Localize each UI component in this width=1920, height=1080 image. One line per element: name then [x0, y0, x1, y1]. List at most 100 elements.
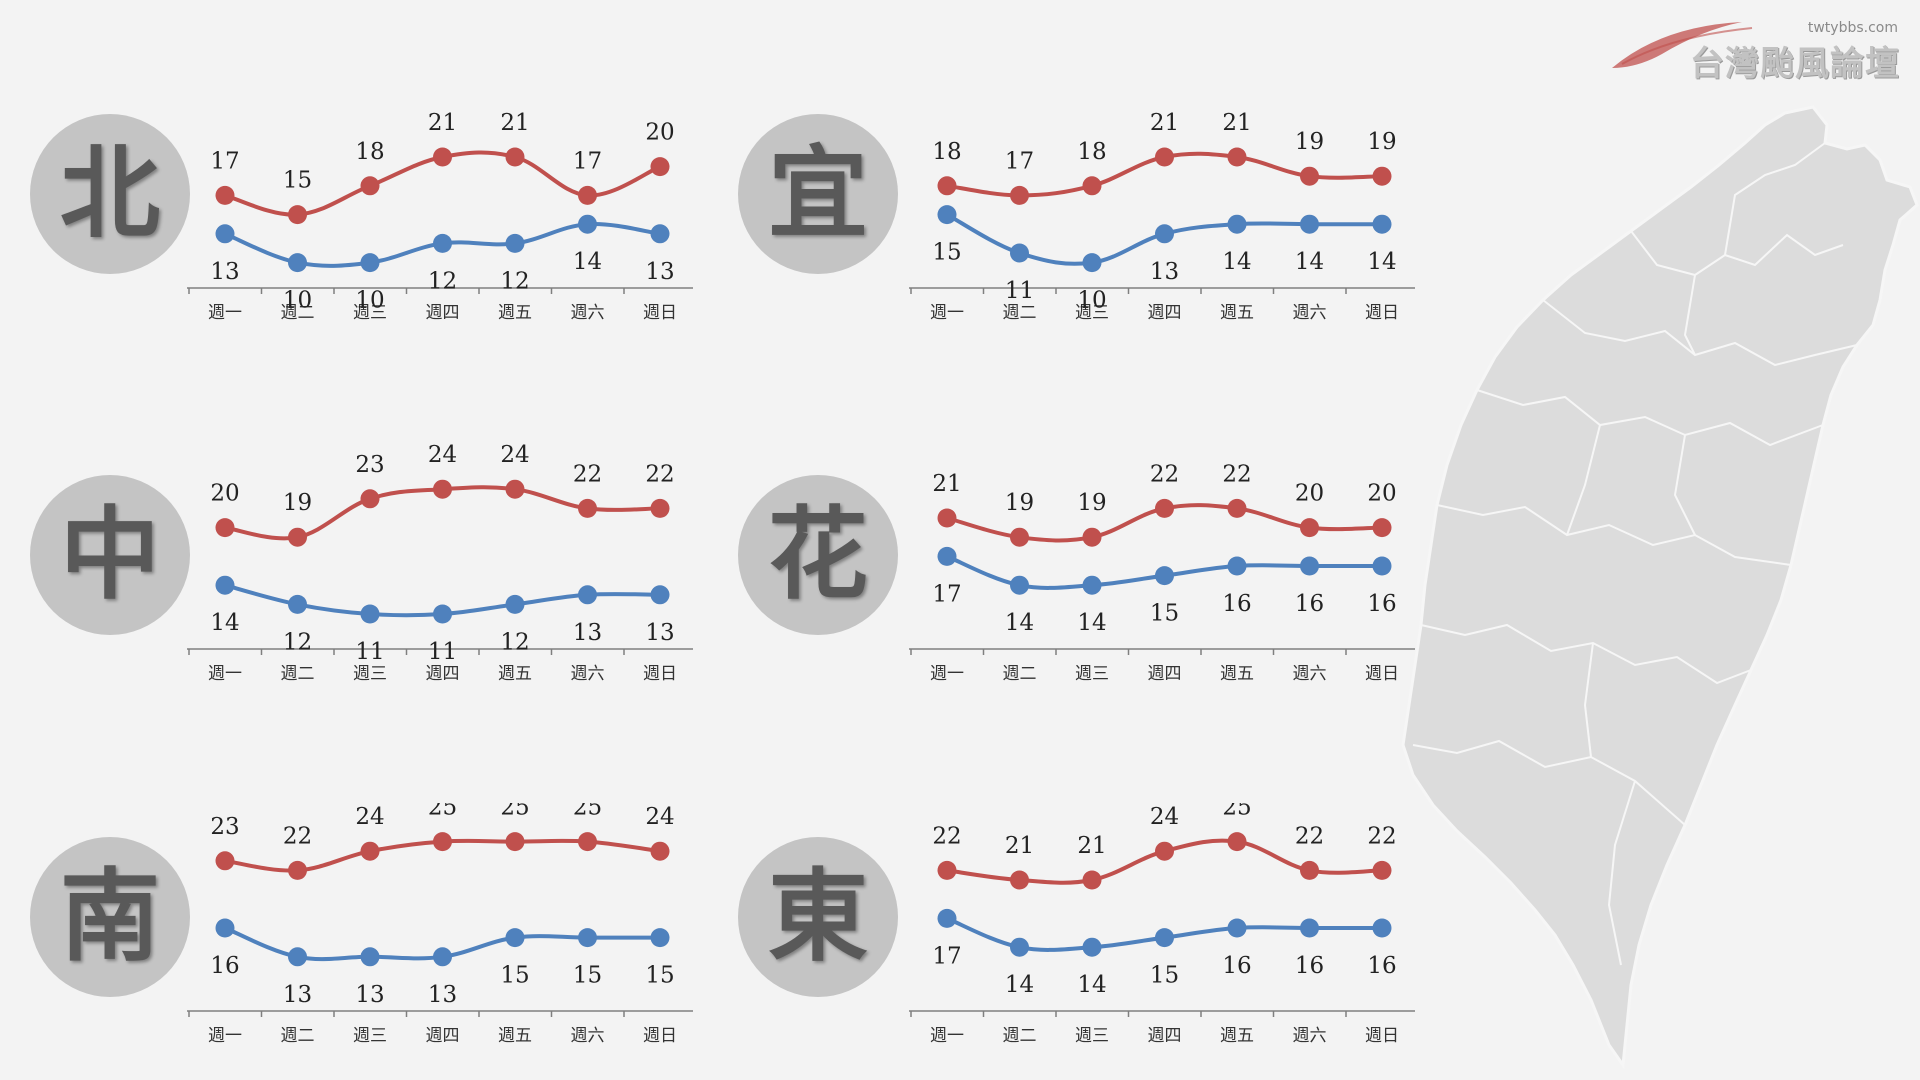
data-label-high: 22 — [932, 823, 961, 849]
data-label-high: 20 — [645, 120, 674, 146]
data-point-high — [937, 860, 957, 880]
data-point-low — [937, 546, 957, 566]
data-point-low — [215, 575, 235, 595]
x-tick-label: 週五 — [498, 1026, 532, 1046]
data-point-low — [1300, 556, 1319, 576]
data-point-low — [360, 253, 380, 273]
data-label-high: 15 — [283, 168, 312, 194]
data-point-low — [360, 947, 380, 967]
data-point-low — [1155, 928, 1174, 948]
data-point-low — [1300, 918, 1319, 938]
data-label-low: 16 — [1367, 591, 1396, 617]
data-label-low: 14 — [210, 610, 239, 636]
data-label-low: 15 — [1150, 601, 1179, 627]
x-tick-label: 週三 — [353, 303, 387, 323]
data-point-high — [1372, 860, 1392, 880]
data-point-high — [215, 185, 235, 205]
data-point-low — [505, 594, 525, 614]
x-tick-label: 週二 — [281, 664, 315, 684]
data-label-low: 14 — [1005, 610, 1034, 636]
data-point-high — [1155, 147, 1174, 167]
x-tick-label: 週二 — [281, 1026, 315, 1046]
data-point-low — [433, 947, 452, 967]
data-point-low — [1372, 918, 1392, 938]
region-badge-panel-6: 東 — [738, 837, 898, 997]
region-badge-panel-4: 花 — [738, 475, 898, 635]
x-tick-label: 週三 — [1075, 303, 1109, 323]
data-point-high — [650, 157, 670, 177]
data-label-low: 12 — [283, 629, 312, 655]
data-label-high: 22 — [1295, 823, 1324, 849]
data-label-low: 14 — [1222, 249, 1251, 275]
data-label-high: 19 — [1367, 129, 1396, 155]
region-name: 南 — [60, 858, 160, 975]
data-label-low: 13 — [355, 982, 384, 1008]
data-point-high — [505, 147, 525, 167]
data-label-low: 13 — [573, 620, 602, 646]
data-point-low — [1082, 937, 1102, 957]
data-point-high — [1372, 166, 1392, 186]
x-tick-label: 週日 — [1365, 1026, 1399, 1046]
data-label-high: 24 — [355, 804, 384, 830]
data-label-low: 14 — [1077, 972, 1106, 998]
x-tick-label: 週日 — [643, 664, 677, 684]
data-label-low: 14 — [573, 249, 602, 275]
data-label-high: 21 — [932, 471, 961, 497]
x-tick-label: 週日 — [643, 303, 677, 323]
data-label-high: 20 — [210, 481, 239, 507]
data-point-low — [937, 908, 957, 928]
data-point-high — [1300, 166, 1319, 186]
data-label-high: 24 — [1150, 804, 1179, 830]
data-label-low: 14 — [1077, 610, 1106, 636]
data-point-low — [505, 928, 525, 948]
data-point-high — [578, 832, 597, 852]
data-label-high: 18 — [1077, 139, 1106, 165]
data-label-high: 21 — [1077, 833, 1106, 859]
data-label-high: 18 — [355, 139, 384, 165]
data-point-low — [360, 604, 380, 624]
data-point-high — [937, 176, 957, 196]
data-label-high: 22 — [1150, 461, 1179, 487]
data-point-high — [433, 479, 452, 499]
data-label-high: 20 — [1367, 481, 1396, 507]
data-point-low — [505, 233, 525, 253]
data-label-low: 14 — [1005, 972, 1034, 998]
data-point-low — [215, 918, 235, 938]
region-name: 宜 — [768, 135, 868, 252]
data-point-low — [650, 585, 670, 605]
x-tick-label: 週六 — [571, 664, 605, 684]
data-point-low — [1082, 253, 1102, 273]
x-tick-label: 週日 — [1365, 303, 1399, 323]
data-label-high: 23 — [210, 814, 239, 840]
data-label-low: 13 — [428, 982, 457, 1008]
logo-site: twtybbs.com — [1807, 20, 1898, 36]
data-point-low — [288, 947, 307, 967]
data-label-high: 19 — [1077, 490, 1106, 516]
data-point-high — [1082, 870, 1102, 890]
data-point-low — [288, 594, 307, 614]
data-point-high — [215, 518, 235, 538]
data-label-high: 24 — [645, 804, 674, 830]
data-point-low — [288, 253, 307, 273]
data-label-high: 22 — [573, 461, 602, 487]
data-label-high: 19 — [1295, 129, 1324, 155]
data-point-high — [1082, 527, 1102, 547]
region-badge-panel-1: 北 — [30, 114, 190, 274]
data-point-low — [1300, 214, 1319, 234]
data-label-low: 12 — [500, 268, 529, 294]
data-label-high: 17 — [210, 148, 239, 174]
data-label-high: 17 — [1005, 148, 1034, 174]
x-tick-label: 週六 — [571, 303, 605, 323]
region-name: 中 — [60, 496, 160, 613]
x-tick-label: 週一 — [208, 303, 242, 323]
x-tick-label: 週一 — [930, 1026, 964, 1046]
region-name: 北 — [60, 135, 160, 252]
x-tick-label: 週五 — [498, 664, 532, 684]
data-label-high: 21 — [500, 110, 529, 136]
data-label-low: 15 — [645, 963, 674, 989]
data-point-high — [1082, 176, 1102, 196]
x-tick-label: 週五 — [1220, 303, 1254, 323]
data-point-high — [578, 185, 597, 205]
x-tick-label: 週二 — [281, 303, 315, 323]
